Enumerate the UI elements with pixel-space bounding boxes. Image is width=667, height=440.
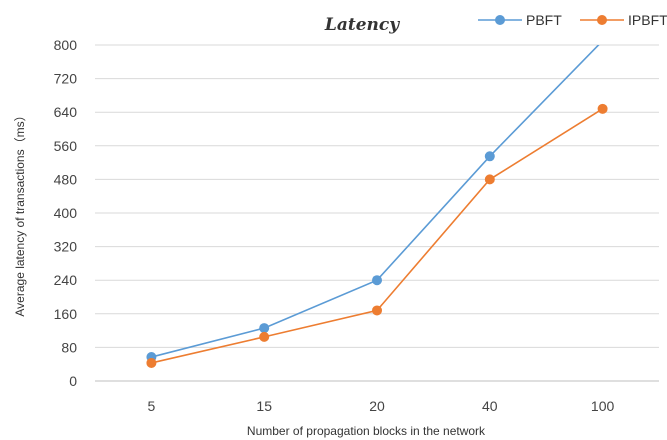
- x-axis-ticks: 5 15 20 40 100: [148, 398, 615, 414]
- gridlines: [95, 44, 659, 382]
- legend: PBFT IPBFT: [478, 12, 667, 28]
- x-tick-label: 40: [482, 398, 498, 414]
- data-point-pbft: [259, 323, 270, 334]
- y-tick-label: 320: [54, 239, 78, 255]
- data-point-pbft: [372, 275, 382, 286]
- series-lines: [146, 45, 608, 368]
- legend-marker: [597, 15, 607, 25]
- y-tick-label: 560: [54, 138, 78, 154]
- series-line-ipbft: [151, 108, 604, 364]
- data-point-ipbft: [484, 174, 495, 185]
- y-axis-label: Average latency of transactions（ms）: [13, 109, 27, 316]
- y-axis-ticks: 0 80 160 240 320 400 480 560 640 720 800: [54, 37, 78, 389]
- chart-title: Latency: [324, 15, 400, 35]
- data-point-ipbft: [372, 305, 382, 316]
- y-tick-label: 80: [61, 339, 77, 355]
- y-tick-label: 720: [54, 71, 78, 87]
- x-tick-label: 5: [148, 398, 156, 414]
- x-tick-label: 20: [369, 398, 385, 414]
- y-tick-label: 800: [54, 37, 78, 53]
- legend-item-ipbft: IPBFT: [580, 12, 667, 28]
- y-tick-label: 400: [54, 205, 78, 221]
- y-tick-label: 240: [54, 272, 78, 288]
- x-axis-label: Number of propagation blocks in the netw…: [247, 424, 486, 438]
- legend-item-pbft: PBFT: [478, 12, 562, 28]
- legend-label: IPBFT: [628, 12, 667, 28]
- series-ipbft: [146, 103, 608, 368]
- data-point-ipbft: [146, 357, 157, 368]
- legend-marker: [495, 15, 505, 25]
- data-point-pbft: [484, 151, 495, 162]
- y-tick-label: 640: [54, 104, 78, 120]
- x-tick-label: 100: [591, 398, 615, 414]
- data-point-ipbft: [259, 331, 270, 342]
- y-tick-label: 480: [54, 171, 78, 187]
- x-tick-label: 15: [256, 398, 272, 414]
- data-point-ipbft: [597, 103, 608, 114]
- legend-label: PBFT: [526, 12, 562, 28]
- y-tick-label: 160: [54, 306, 78, 322]
- y-tick-label: 0: [69, 373, 77, 389]
